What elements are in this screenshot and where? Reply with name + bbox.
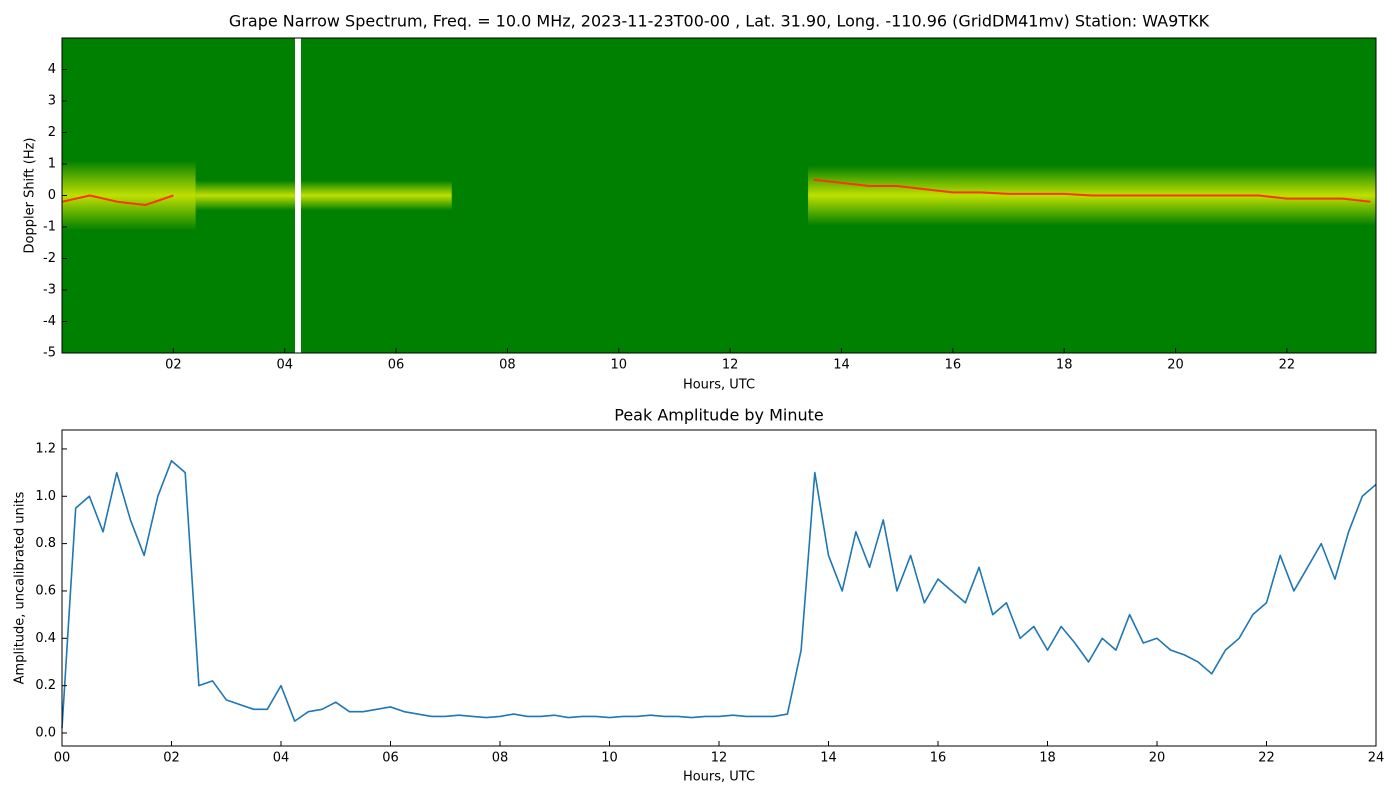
data-gap [295, 38, 301, 353]
data-line [61, 459, 1377, 729]
x-tick-label: 16 [945, 358, 962, 373]
x-tick-label: 14 [820, 751, 837, 766]
x-tick-label: 08 [499, 358, 516, 373]
x-tick-label: 12 [711, 751, 728, 766]
y-tick-label: 1.2 [35, 441, 56, 456]
y-tick-label: 0.8 [35, 536, 56, 551]
x-tick-label: 12 [722, 358, 739, 373]
y-tick-label: 3 [48, 94, 56, 109]
x-tick-label: 06 [382, 751, 399, 766]
y-tick-label: -3 [43, 283, 56, 298]
x-tick-label: 06 [388, 358, 405, 373]
x-tick-label: 22 [1279, 358, 1296, 373]
y-tick-label: -4 [43, 314, 56, 329]
y-tick-label: -1 [43, 220, 56, 235]
signal-glow [62, 160, 196, 231]
y-tick-label: -5 [43, 346, 56, 361]
y-tick-label: 0.6 [35, 583, 56, 598]
y-tick-label: 0.2 [35, 678, 56, 693]
x-tick-label: 10 [611, 358, 628, 373]
y-tick-label: 0.0 [35, 725, 56, 740]
x-tick-label: 04 [273, 751, 290, 766]
x-tick-label: 02 [163, 751, 180, 766]
x-axis-label: Hours, UTC [683, 770, 755, 785]
y-tick-label: 0.4 [35, 631, 56, 646]
x-tick-label: 18 [1039, 751, 1056, 766]
x-tick-label: 00 [54, 751, 71, 766]
x-tick-label: 18 [1056, 358, 1073, 373]
x-tick-label: 02 [165, 358, 182, 373]
y-tick-label: 2 [48, 125, 56, 140]
x-tick-label: 14 [833, 358, 850, 373]
y-tick-label: 1.0 [35, 489, 56, 504]
plot-frame [61, 429, 1377, 747]
chart-title: Peak Amplitude by Minute [614, 406, 824, 425]
y-tick-label: 0 [48, 188, 56, 203]
x-tick-label: 24 [1368, 751, 1385, 766]
data-line [61, 178, 1371, 206]
x-tick-label: 20 [1149, 751, 1166, 766]
y-tick-label: 4 [48, 62, 56, 77]
y-axis-label: Amplitude, uncalibrated units [13, 491, 28, 684]
y-tick-label: 1 [48, 157, 56, 172]
y-axis-label: Doppler Shift (Hz) [23, 138, 38, 254]
x-tick-label: 22 [1258, 751, 1275, 766]
y-tick-label: -2 [43, 251, 56, 266]
x-axis-label: Hours, UTC [683, 378, 755, 393]
x-tick-label: 08 [492, 751, 509, 766]
chart-title: Grape Narrow Spectrum, Freq. = 10.0 MHz,… [229, 12, 1210, 31]
x-tick-label: 20 [1167, 358, 1184, 373]
x-tick-label: 04 [276, 358, 293, 373]
x-tick-label: 10 [601, 751, 618, 766]
signal-glow [195, 180, 452, 211]
x-tick-label: 16 [930, 751, 947, 766]
